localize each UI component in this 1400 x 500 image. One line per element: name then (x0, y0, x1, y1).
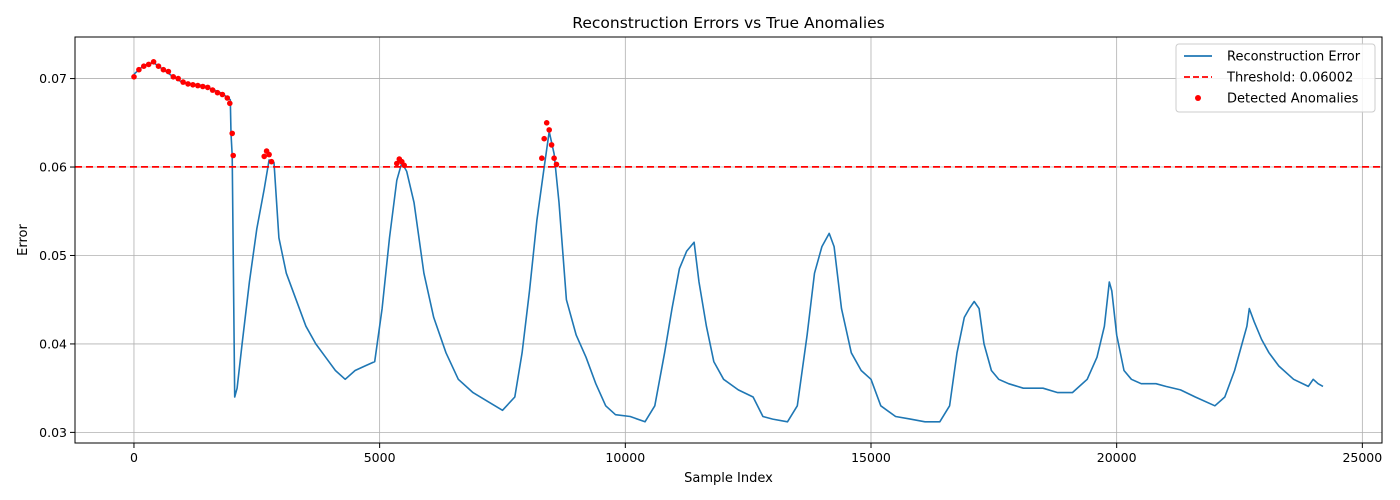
plot-content (75, 59, 1382, 423)
anomaly-point (227, 100, 233, 107)
legend-swatch-scatter (1195, 95, 1201, 101)
anomaly-point (204, 84, 211, 91)
legend-label: Reconstruction Error (1227, 50, 1361, 65)
anomaly-point (190, 82, 196, 88)
x-tick-label: 10000 (605, 450, 645, 465)
anomaly-point (136, 66, 142, 73)
y-tick-label: 0.06 (39, 160, 67, 175)
y-tick-label: 0.04 (39, 336, 67, 351)
anomaly-point (160, 66, 167, 73)
reconstruction-error-line (133, 61, 1324, 423)
anomaly-point (195, 82, 201, 89)
x-axis-label: Sample Index (684, 471, 773, 486)
anomaly-point (200, 83, 206, 90)
anomaly-point (155, 63, 162, 69)
anomaly-point (261, 153, 268, 160)
anomaly-point (543, 120, 550, 126)
axes-frame (74, 36, 1383, 444)
x-tick-label: 5000 (364, 450, 396, 465)
x-tick-label: 25000 (1342, 450, 1382, 465)
x-tick-label: 15000 (851, 450, 891, 465)
anomaly-point (209, 87, 216, 93)
anomaly-point (170, 74, 177, 80)
anomaly-point (141, 63, 147, 69)
x-tick-label: 20000 (1097, 450, 1137, 465)
legend-label: Threshold: 0.06002 (1226, 71, 1353, 86)
y-tick-label: 0.03 (39, 425, 67, 440)
y-tick-label: 0.05 (39, 248, 67, 263)
anomaly-point (165, 68, 172, 75)
y-tick-label: 0.07 (39, 71, 67, 86)
anomaly-point (224, 95, 231, 101)
anomaly-point (219, 91, 226, 98)
anomaly-point (214, 89, 221, 96)
anomaly-point (268, 158, 275, 165)
anomaly-point (394, 160, 400, 167)
y-axis-label: Error (16, 224, 31, 256)
y-axis: 0.03 0.04 0.05 0.06 0.07 (39, 71, 75, 440)
anomaly-point (175, 75, 181, 82)
legend-box (1175, 43, 1376, 113)
anomaly-point (548, 142, 555, 148)
anomaly-point (131, 74, 137, 80)
anomaly-point (145, 61, 152, 68)
anomaly-point (150, 59, 157, 65)
anomaly-point (553, 161, 560, 168)
anomaly-point (230, 152, 236, 159)
legend-label: Detected Anomalies (1227, 92, 1359, 107)
anomaly-point (539, 155, 545, 161)
x-axis: 0 5000 10000 15000 20000 25000 (130, 443, 1382, 465)
anomaly-point (229, 130, 235, 137)
anomaly-point (180, 79, 186, 85)
chart-title: Reconstruction Errors vs True Anomalies (572, 14, 884, 32)
anomaly-point (401, 162, 408, 169)
anomaly-point (546, 127, 552, 133)
legend: Reconstruction Error Threshold: 0.06002 De… (1175, 43, 1376, 113)
anomaly-point (185, 81, 191, 87)
anomaly-point (266, 151, 272, 158)
anomaly-point (551, 155, 557, 161)
x-tick-label: 0 (130, 450, 138, 465)
anomaly-point (541, 135, 547, 142)
